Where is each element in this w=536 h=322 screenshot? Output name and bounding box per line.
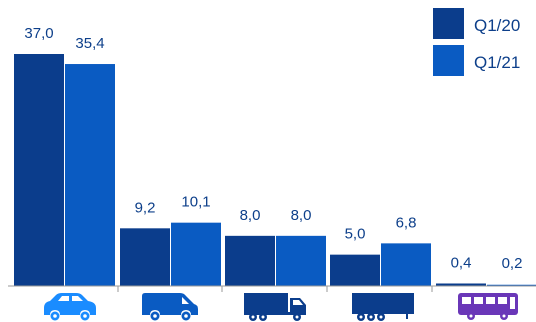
x-axis-ticks — [117, 286, 433, 292]
bar-truck-series-1 — [276, 235, 326, 286]
bar-van-series-0 — [120, 228, 170, 286]
truck-icon — [244, 293, 306, 321]
bar-trailer-series-1 — [381, 243, 431, 286]
bar-bus-series-0 — [436, 283, 486, 286]
bar-car-series-0 — [14, 54, 64, 286]
car-icon — [44, 293, 96, 321]
legend-label-q1-21: Q1/21 — [474, 53, 520, 72]
legend-swatch-q1-20 — [433, 8, 464, 39]
bar-van-series-1 — [171, 222, 221, 286]
value-label-truck-series-1: 8,0 — [291, 207, 312, 224]
trailer-icon — [352, 293, 414, 321]
value-label-van-series-1: 10,1 — [181, 194, 210, 211]
bus-icon — [458, 293, 518, 320]
legend-swatch-q1-21 — [433, 45, 464, 76]
value-labels-group: 37,0 35,4 9,2 10,1 8,0 8,0 5,0 6,8 0,4 0,2 — [24, 25, 522, 272]
bar-trailer-series-0 — [330, 254, 380, 286]
bar-bus-series-1 — [487, 284, 536, 287]
value-label-bus-series-1: 0,2 — [502, 255, 523, 272]
value-label-truck-series-0: 8,0 — [240, 207, 261, 224]
value-label-car-series-0: 37,0 — [24, 25, 53, 42]
value-label-trailer-series-1: 6,8 — [396, 214, 417, 231]
value-label-car-series-1: 35,4 — [75, 35, 104, 52]
bar-truck-series-0 — [225, 235, 275, 286]
value-label-trailer-series-0: 5,0 — [345, 226, 366, 243]
bar-car-series-1 — [65, 64, 115, 286]
bars-group — [14, 54, 536, 287]
value-label-bus-series-0: 0,4 — [451, 254, 472, 271]
value-label-van-series-0: 9,2 — [135, 199, 156, 216]
legend: Q1/20 Q1/21 — [433, 8, 520, 76]
legend-label-q1-20: Q1/20 — [474, 16, 520, 35]
van-icon — [142, 293, 198, 321]
